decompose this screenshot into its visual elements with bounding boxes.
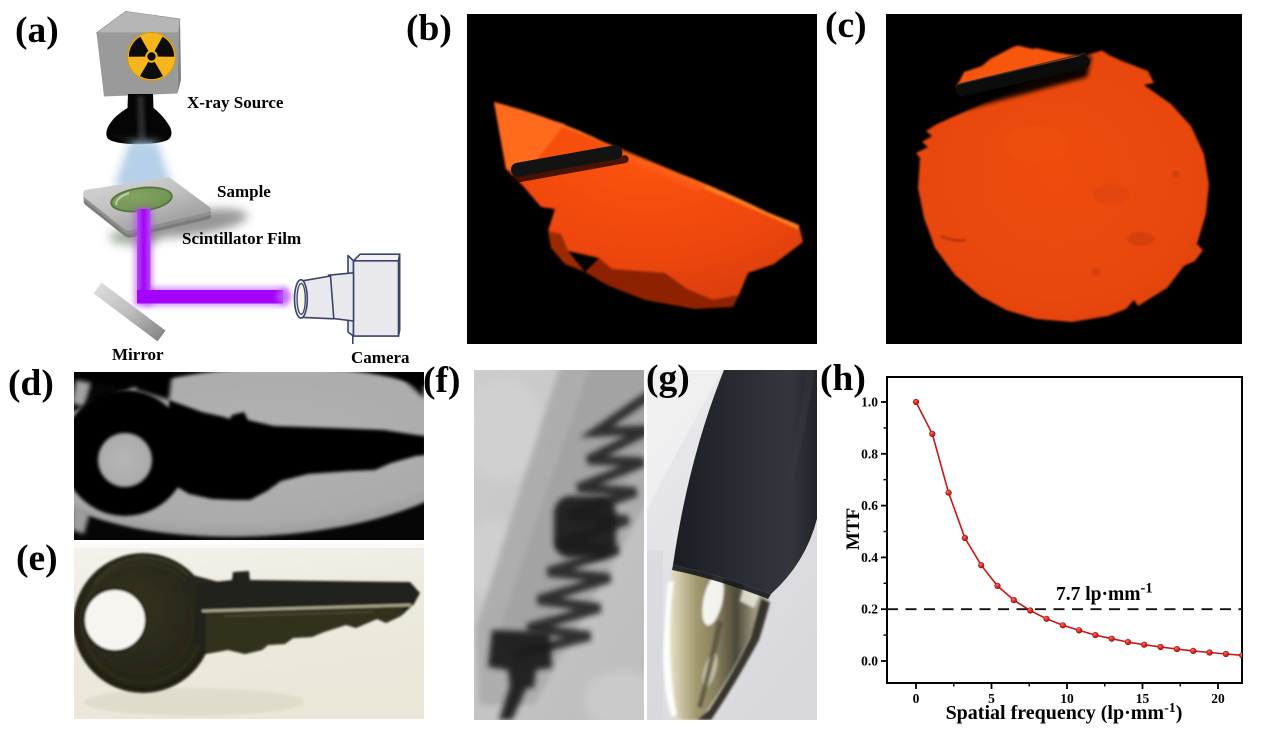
svg-text:1.0: 1.0 <box>861 395 878 410</box>
svg-text:0.6: 0.6 <box>861 498 878 513</box>
svg-text:0: 0 <box>913 691 920 706</box>
svg-text:0.4: 0.4 <box>861 550 878 565</box>
svg-text:0.2: 0.2 <box>861 602 878 617</box>
svg-text:MTF: MTF <box>843 508 864 550</box>
svg-text:Mirror: Mirror <box>112 345 164 364</box>
svg-text:X-ray Source: X-ray Source <box>187 93 284 112</box>
svg-text:0.8: 0.8 <box>861 446 878 461</box>
svg-text:7.7 lp·mm-1: 7.7 lp·mm-1 <box>1056 581 1153 606</box>
svg-text:15: 15 <box>1136 691 1150 706</box>
svg-text:10: 10 <box>1060 691 1074 706</box>
svg-text:0.0: 0.0 <box>861 654 878 669</box>
svg-text:Sample: Sample <box>217 182 271 201</box>
svg-text:Scintillator Film: Scintillator Film <box>182 229 301 248</box>
svg-text:5: 5 <box>988 691 995 706</box>
svg-text:Spatial frequency (lp·mm-1): Spatial frequency (lp·mm-1) <box>946 701 1183 724</box>
svg-text:20: 20 <box>1211 691 1225 706</box>
svg-text:Camera: Camera <box>351 348 410 367</box>
